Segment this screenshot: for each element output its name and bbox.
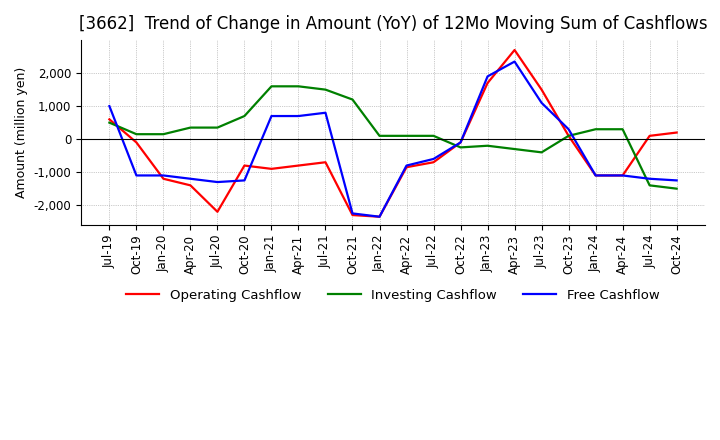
Operating Cashflow (267, 166, 276, 172)
Operating Cashflow (402, 165, 411, 170)
Operating Cashflow (321, 160, 330, 165)
Investing Cashflow (510, 147, 519, 152)
Operating Cashflow (294, 163, 303, 168)
Investing Cashflow (105, 120, 114, 125)
Y-axis label: Amount (million yen): Amount (million yen) (15, 67, 28, 198)
Free Cashflow (510, 59, 519, 64)
Free Cashflow (267, 114, 276, 119)
Legend: Operating Cashflow, Investing Cashflow, Free Cashflow: Operating Cashflow, Investing Cashflow, … (121, 283, 665, 307)
Investing Cashflow (429, 133, 438, 139)
Operating Cashflow (105, 117, 114, 122)
Investing Cashflow (321, 87, 330, 92)
Free Cashflow (672, 178, 681, 183)
Investing Cashflow (240, 114, 249, 119)
Investing Cashflow (375, 133, 384, 139)
Investing Cashflow (564, 133, 573, 139)
Operating Cashflow (483, 81, 492, 86)
Operating Cashflow (645, 133, 654, 139)
Free Cashflow (591, 173, 600, 178)
Operating Cashflow (618, 173, 627, 178)
Investing Cashflow (267, 84, 276, 89)
Operating Cashflow (159, 176, 168, 181)
Operating Cashflow (510, 48, 519, 53)
Investing Cashflow (483, 143, 492, 148)
Free Cashflow (402, 163, 411, 168)
Free Cashflow (132, 173, 140, 178)
Free Cashflow (186, 176, 194, 181)
Free Cashflow (456, 140, 465, 145)
Title: [3662]  Trend of Change in Amount (YoY) of 12Mo Moving Sum of Cashflows: [3662] Trend of Change in Amount (YoY) o… (78, 15, 707, 33)
Investing Cashflow (456, 145, 465, 150)
Operating Cashflow (591, 173, 600, 178)
Free Cashflow (348, 211, 357, 216)
Operating Cashflow (672, 130, 681, 135)
Line: Investing Cashflow: Investing Cashflow (109, 86, 677, 189)
Investing Cashflow (591, 127, 600, 132)
Investing Cashflow (645, 183, 654, 188)
Free Cashflow (564, 127, 573, 132)
Free Cashflow (483, 74, 492, 79)
Operating Cashflow (132, 140, 140, 145)
Investing Cashflow (618, 127, 627, 132)
Free Cashflow (240, 178, 249, 183)
Operating Cashflow (537, 87, 546, 92)
Operating Cashflow (348, 213, 357, 218)
Operating Cashflow (456, 140, 465, 145)
Investing Cashflow (537, 150, 546, 155)
Investing Cashflow (348, 97, 357, 102)
Free Cashflow (645, 176, 654, 181)
Line: Operating Cashflow: Operating Cashflow (109, 50, 677, 217)
Investing Cashflow (132, 132, 140, 137)
Investing Cashflow (294, 84, 303, 89)
Free Cashflow (294, 114, 303, 119)
Free Cashflow (105, 103, 114, 109)
Investing Cashflow (213, 125, 222, 130)
Operating Cashflow (375, 214, 384, 220)
Free Cashflow (429, 156, 438, 161)
Operating Cashflow (240, 163, 249, 168)
Operating Cashflow (564, 133, 573, 139)
Operating Cashflow (213, 209, 222, 214)
Investing Cashflow (186, 125, 194, 130)
Operating Cashflow (186, 183, 194, 188)
Investing Cashflow (672, 186, 681, 191)
Investing Cashflow (402, 133, 411, 139)
Line: Free Cashflow: Free Cashflow (109, 62, 677, 217)
Investing Cashflow (159, 132, 168, 137)
Free Cashflow (159, 173, 168, 178)
Free Cashflow (375, 214, 384, 220)
Free Cashflow (537, 100, 546, 106)
Free Cashflow (618, 173, 627, 178)
Operating Cashflow (429, 160, 438, 165)
Free Cashflow (321, 110, 330, 115)
Free Cashflow (213, 180, 222, 185)
